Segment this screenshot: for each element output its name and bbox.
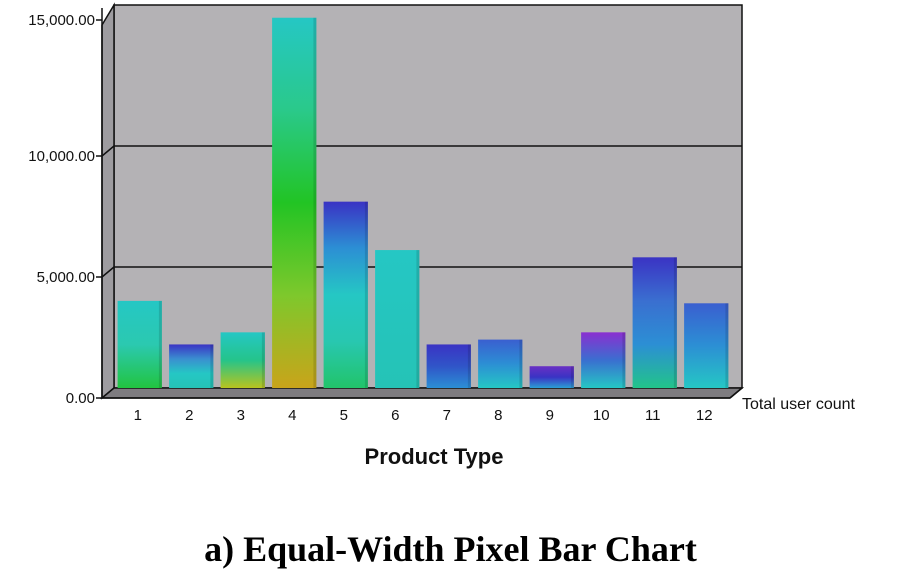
plot-area xyxy=(99,2,745,400)
x-tick-label: 7 xyxy=(443,407,451,424)
bar-edge xyxy=(467,344,471,388)
x-tick-label: 8 xyxy=(494,407,502,424)
bar-edge xyxy=(725,303,729,388)
bar xyxy=(169,344,214,388)
plot-side-wall xyxy=(101,2,115,400)
plot-floor xyxy=(99,387,745,399)
bar-edge xyxy=(364,201,368,388)
x-tick-label: 2 xyxy=(185,407,193,424)
x-tick-label: 12 xyxy=(696,407,713,424)
gridline-side xyxy=(101,145,115,157)
bar xyxy=(323,201,368,388)
bar xyxy=(684,303,729,388)
x-axis-depth-line xyxy=(729,387,743,399)
bar-edge xyxy=(673,257,677,388)
y-tick-label: 5,000.00 xyxy=(37,269,95,286)
bar-edge xyxy=(261,332,265,388)
bar xyxy=(375,250,420,388)
bar xyxy=(632,257,677,388)
x-tick-label: 6 xyxy=(391,407,399,424)
x-tick-label: 10 xyxy=(593,407,610,424)
bar-edge xyxy=(570,366,574,388)
x-tick-label: 5 xyxy=(340,407,348,424)
bar xyxy=(529,366,574,388)
bar xyxy=(220,332,265,388)
y-tick-label: 15,000.00 xyxy=(28,12,95,29)
bar-edge xyxy=(416,250,420,388)
bar-edge xyxy=(313,17,317,389)
bar-edge xyxy=(622,332,626,388)
bar-edge xyxy=(210,344,214,388)
bar-edge xyxy=(519,339,523,388)
series-label: Total user count xyxy=(742,396,856,413)
x-tick-label: 9 xyxy=(546,407,554,424)
x-tick-label: 1 xyxy=(134,407,142,424)
y-tick-label: 10,000.00 xyxy=(28,148,95,165)
bar-edge xyxy=(158,300,162,388)
figure-caption: a) Equal-Width Pixel Bar Chart xyxy=(204,529,697,569)
x-tick-label: 3 xyxy=(237,407,245,424)
gridline-side xyxy=(101,266,115,278)
bar xyxy=(581,332,626,388)
bar xyxy=(272,17,317,389)
y-tick-label: 0.00 xyxy=(66,390,95,407)
x-tick-label: 11 xyxy=(645,407,661,424)
bar xyxy=(426,344,471,388)
bar xyxy=(478,339,523,388)
x-axis-title: Product Type xyxy=(365,444,504,469)
x-tick-label: 4 xyxy=(288,407,296,424)
bar xyxy=(117,300,162,388)
bars xyxy=(117,17,729,389)
